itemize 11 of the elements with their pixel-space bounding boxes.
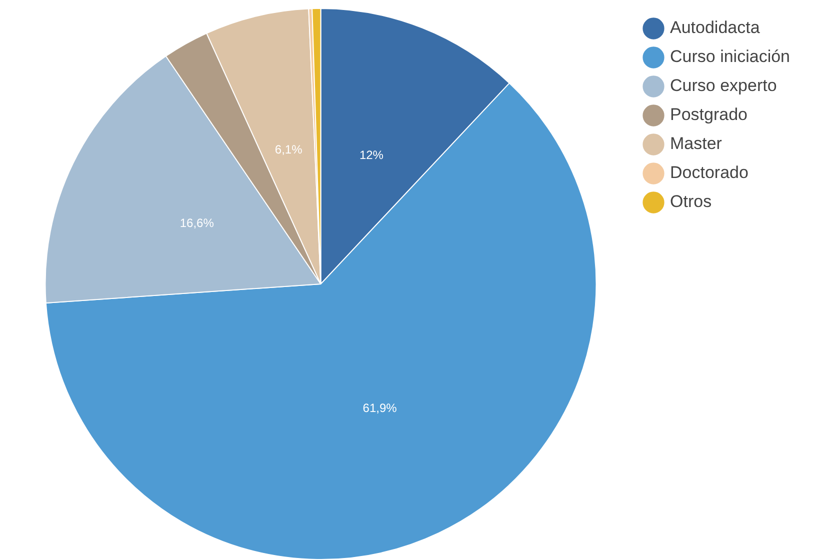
- data-label: 6,1%: [274, 142, 303, 156]
- legend-label: Otros: [670, 192, 712, 212]
- legend-label: Curso iniciación: [670, 47, 790, 66]
- data-label: 61,9%: [362, 400, 398, 415]
- legend-label: Doctorado: [670, 163, 748, 182]
- legend-label: Master: [670, 134, 722, 154]
- data-label: 12%: [359, 148, 384, 162]
- legend-label: Autodidacta: [670, 18, 760, 38]
- legend-label: Postgrado: [670, 105, 748, 124]
- legend-label: Curso experto: [670, 76, 777, 96]
- data-label: 16,6%: [180, 216, 214, 230]
